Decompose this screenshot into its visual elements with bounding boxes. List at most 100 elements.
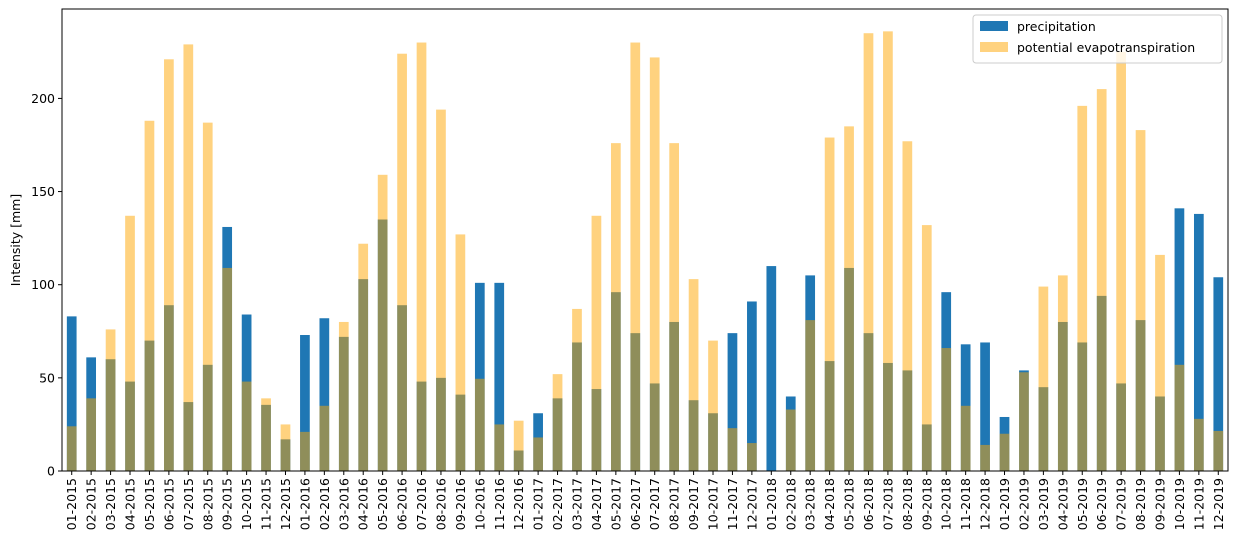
bar bbox=[766, 266, 777, 471]
bar bbox=[338, 321, 349, 471]
y-tick-label: 100 bbox=[31, 277, 55, 292]
bar bbox=[280, 424, 291, 471]
x-tick-label: 03-2017 bbox=[569, 478, 584, 530]
bar bbox=[805, 320, 816, 471]
x-tick-label: 04-2018 bbox=[822, 478, 837, 530]
bar bbox=[222, 267, 233, 471]
bar bbox=[300, 431, 310, 471]
x-tick-label: 09-2016 bbox=[453, 478, 468, 530]
x-tick-label: 10-2016 bbox=[472, 478, 487, 530]
bar bbox=[494, 282, 505, 471]
bar bbox=[144, 120, 155, 471]
x-tick-label: 08-2015 bbox=[200, 478, 215, 530]
bar bbox=[261, 398, 271, 471]
bar bbox=[727, 428, 738, 471]
bar bbox=[319, 405, 330, 471]
x-tick-label: 08-2018 bbox=[900, 478, 915, 530]
bar bbox=[1174, 364, 1185, 471]
x-tick-label: 01-2015 bbox=[64, 478, 79, 530]
bar bbox=[980, 342, 990, 471]
x-tick-label: 09-2018 bbox=[919, 478, 934, 530]
bar bbox=[1096, 89, 1107, 472]
x-tick-label: 05-2019 bbox=[1075, 478, 1090, 530]
bar bbox=[358, 243, 369, 471]
x-tick-label: 01-2017 bbox=[531, 478, 546, 530]
legend-swatch bbox=[980, 42, 1008, 52]
x-tick-label: 10-2015 bbox=[239, 478, 254, 530]
x-tick-label: 06-2015 bbox=[161, 478, 176, 530]
legend-swatch bbox=[980, 21, 1008, 31]
bar bbox=[1213, 430, 1224, 471]
x-tick-label: 05-2016 bbox=[375, 478, 390, 530]
bar bbox=[572, 308, 582, 471]
bar bbox=[980, 444, 990, 471]
bar bbox=[1038, 286, 1049, 471]
bar bbox=[1213, 277, 1224, 471]
x-tick-label: 03-2019 bbox=[1036, 478, 1051, 530]
x-tick-label: 06-2018 bbox=[861, 478, 876, 530]
x-tick-label: 12-2015 bbox=[278, 478, 293, 530]
x-tick-label: 07-2016 bbox=[414, 478, 429, 530]
bar bbox=[86, 398, 97, 471]
bar bbox=[397, 53, 407, 471]
legend-label: precipitation bbox=[1017, 19, 1096, 34]
x-tick-label: 11-2015 bbox=[259, 478, 274, 530]
bar bbox=[669, 143, 680, 471]
x-tick-label: 09-2019 bbox=[1152, 478, 1167, 530]
x-tick-label: 09-2017 bbox=[686, 478, 701, 530]
x-tick-label: 02-2018 bbox=[783, 478, 798, 530]
bar bbox=[941, 348, 952, 471]
bar bbox=[785, 409, 796, 471]
x-tick-label: 02-2017 bbox=[550, 478, 565, 530]
x-tick-label: 03-2018 bbox=[803, 478, 818, 530]
bar bbox=[455, 234, 466, 471]
bar bbox=[747, 443, 757, 471]
bar bbox=[66, 426, 77, 471]
bar bbox=[1193, 213, 1204, 471]
x-tick-label: 04-2017 bbox=[589, 478, 604, 530]
x-tick-label: 11-2017 bbox=[725, 478, 740, 530]
bar bbox=[1135, 130, 1146, 471]
x-tick-label: 11-2016 bbox=[492, 478, 507, 530]
x-tick-label: 01-2019 bbox=[997, 478, 1012, 530]
x-tick-label: 07-2018 bbox=[880, 478, 895, 530]
legend-label: potential evapotranspiration bbox=[1017, 40, 1195, 55]
bar bbox=[533, 437, 543, 471]
bar bbox=[474, 282, 485, 471]
x-tick-label: 07-2015 bbox=[181, 478, 196, 530]
bar bbox=[824, 137, 835, 471]
legend-box bbox=[972, 14, 1223, 64]
bar bbox=[1174, 208, 1185, 472]
bar bbox=[183, 44, 194, 471]
bar bbox=[688, 279, 699, 471]
x-tick-label: 01-2018 bbox=[764, 478, 779, 530]
bar bbox=[202, 122, 213, 472]
x-tick-label: 04-2015 bbox=[123, 478, 138, 530]
x-tick-label: 02-2019 bbox=[1016, 478, 1031, 530]
legend: precipitation potential evapotranspiratio… bbox=[972, 14, 1223, 64]
x-tick-label: 08-2019 bbox=[1133, 478, 1148, 530]
x-tick-label: 04-2016 bbox=[356, 478, 371, 530]
bar bbox=[1077, 105, 1088, 471]
bar bbox=[902, 141, 913, 472]
plot-frame bbox=[61, 8, 1229, 472]
x-tick-label: 10-2017 bbox=[706, 478, 721, 530]
x-tick-label: 04-2019 bbox=[1055, 478, 1070, 530]
x-tick-label: 12-2018 bbox=[978, 478, 993, 530]
x-tick-label: 06-2017 bbox=[628, 478, 643, 530]
bar bbox=[708, 340, 718, 471]
x-tick-label: 11-2018 bbox=[958, 478, 973, 530]
bar bbox=[863, 33, 874, 471]
bar bbox=[319, 318, 330, 471]
x-tick-label: 01-2016 bbox=[297, 478, 312, 530]
bar bbox=[727, 333, 738, 471]
x-tick-label: 06-2016 bbox=[395, 478, 410, 530]
bar bbox=[241, 381, 252, 471]
x-tick-label: 08-2016 bbox=[433, 478, 448, 530]
bar bbox=[591, 215, 602, 471]
bar bbox=[747, 301, 757, 471]
y-tick-label: 150 bbox=[31, 184, 55, 199]
x-tick-label: 07-2017 bbox=[647, 478, 662, 530]
bar bbox=[844, 126, 854, 471]
bar bbox=[300, 335, 310, 471]
